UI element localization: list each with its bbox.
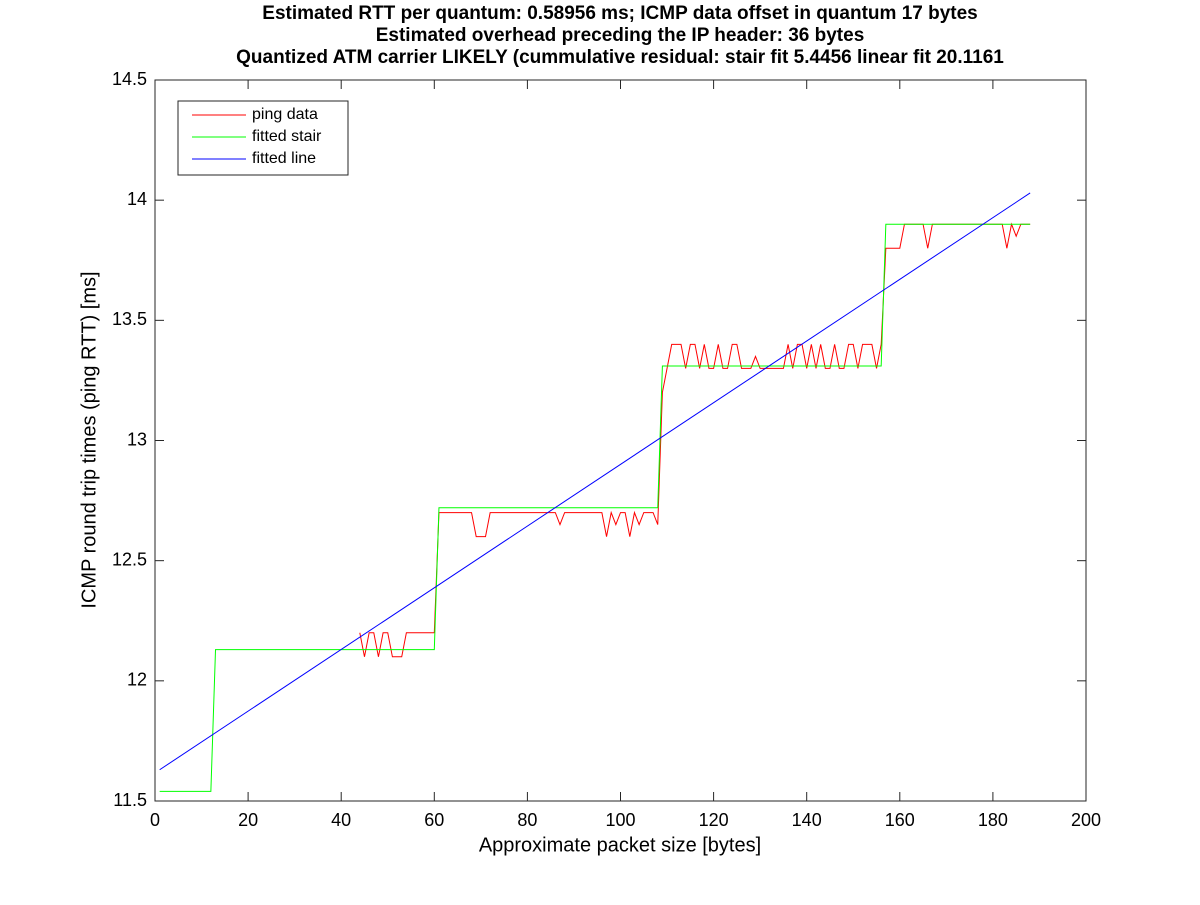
x-tick-label: 160: [885, 810, 915, 830]
legend-label: ping data: [252, 106, 318, 123]
chart-title: Estimated RTT per quantum: 0.58956 ms; I…: [262, 3, 977, 24]
x-tick-label: 140: [792, 810, 822, 830]
x-tick-label: 80: [517, 810, 537, 830]
x-tick-label: 100: [605, 810, 635, 830]
y-axis-label: ICMP round trip times (ping RTT) [ms]: [78, 271, 100, 608]
chart-title: Estimated overhead preceding the IP head…: [376, 25, 865, 46]
x-tick-label: 0: [150, 810, 160, 830]
legend: ping data fitted stair fitted line: [177, 100, 349, 176]
legend-box: [177, 100, 349, 176]
plot-frame: [154, 79, 1087, 802]
series-line: [159, 192, 1031, 771]
x-tick-label: 40: [331, 810, 351, 830]
x-axis-label: Approximate packet size [bytes]: [479, 834, 761, 856]
y-tick-label: 11.5: [113, 790, 147, 810]
x-tick-label: 20: [238, 810, 258, 830]
x-tick-label: 200: [1071, 810, 1101, 830]
y-tick-label: 14.5: [112, 69, 147, 89]
legend-label: fitted stair: [252, 128, 322, 145]
y-tick-label: 12.5: [112, 549, 147, 569]
y-tick-label: 13.5: [112, 309, 147, 329]
y-tick-label: 14: [127, 189, 147, 209]
series-line: [159, 223, 1031, 792]
legend-label: fitted line: [252, 150, 316, 167]
y-tick-label: 13: [127, 429, 147, 449]
x-tick-label: 120: [699, 810, 729, 830]
x-tick-label: 180: [978, 810, 1008, 830]
x-tick-label: 60: [424, 810, 444, 830]
chart-title: Quantized ATM carrier LIKELY (cummulativ…: [236, 47, 1004, 68]
y-tick-label: 12: [127, 670, 147, 690]
